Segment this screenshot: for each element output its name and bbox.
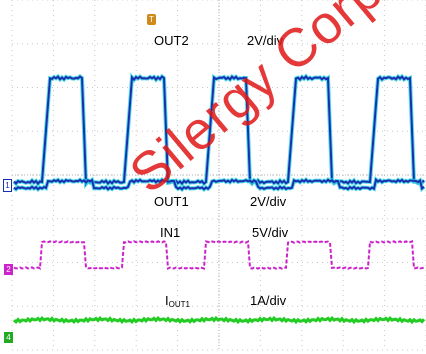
channel-2-marker-icon: 2 — [4, 264, 13, 275]
label-out1-scale: 2V/div — [250, 194, 287, 209]
label-in1-scale: 5V/div — [252, 225, 289, 240]
label-out2: OUT2 — [154, 33, 189, 48]
series-iout1-trace — [12, 315, 426, 325]
label-iout1-subscript: OUT1 — [168, 300, 190, 309]
label-in1: IN1 — [160, 225, 181, 240]
series-in1-trace — [13, 239, 425, 271]
trigger-marker-icon: T — [147, 14, 156, 25]
series-out1-trace — [13, 177, 425, 191]
label-iout1-scale: 1A/div — [250, 293, 287, 308]
channel-1-marker-icon: 1 — [3, 179, 12, 192]
label-out2-scale: 2V/div — [247, 33, 284, 48]
channel-4-marker-icon: 4 — [4, 332, 13, 343]
label-out1: OUT1 — [154, 194, 189, 209]
label-iout1: IOUT1 — [165, 293, 190, 309]
series-out2-trace — [13, 74, 425, 187]
label-iout1-main: I — [165, 293, 169, 308]
